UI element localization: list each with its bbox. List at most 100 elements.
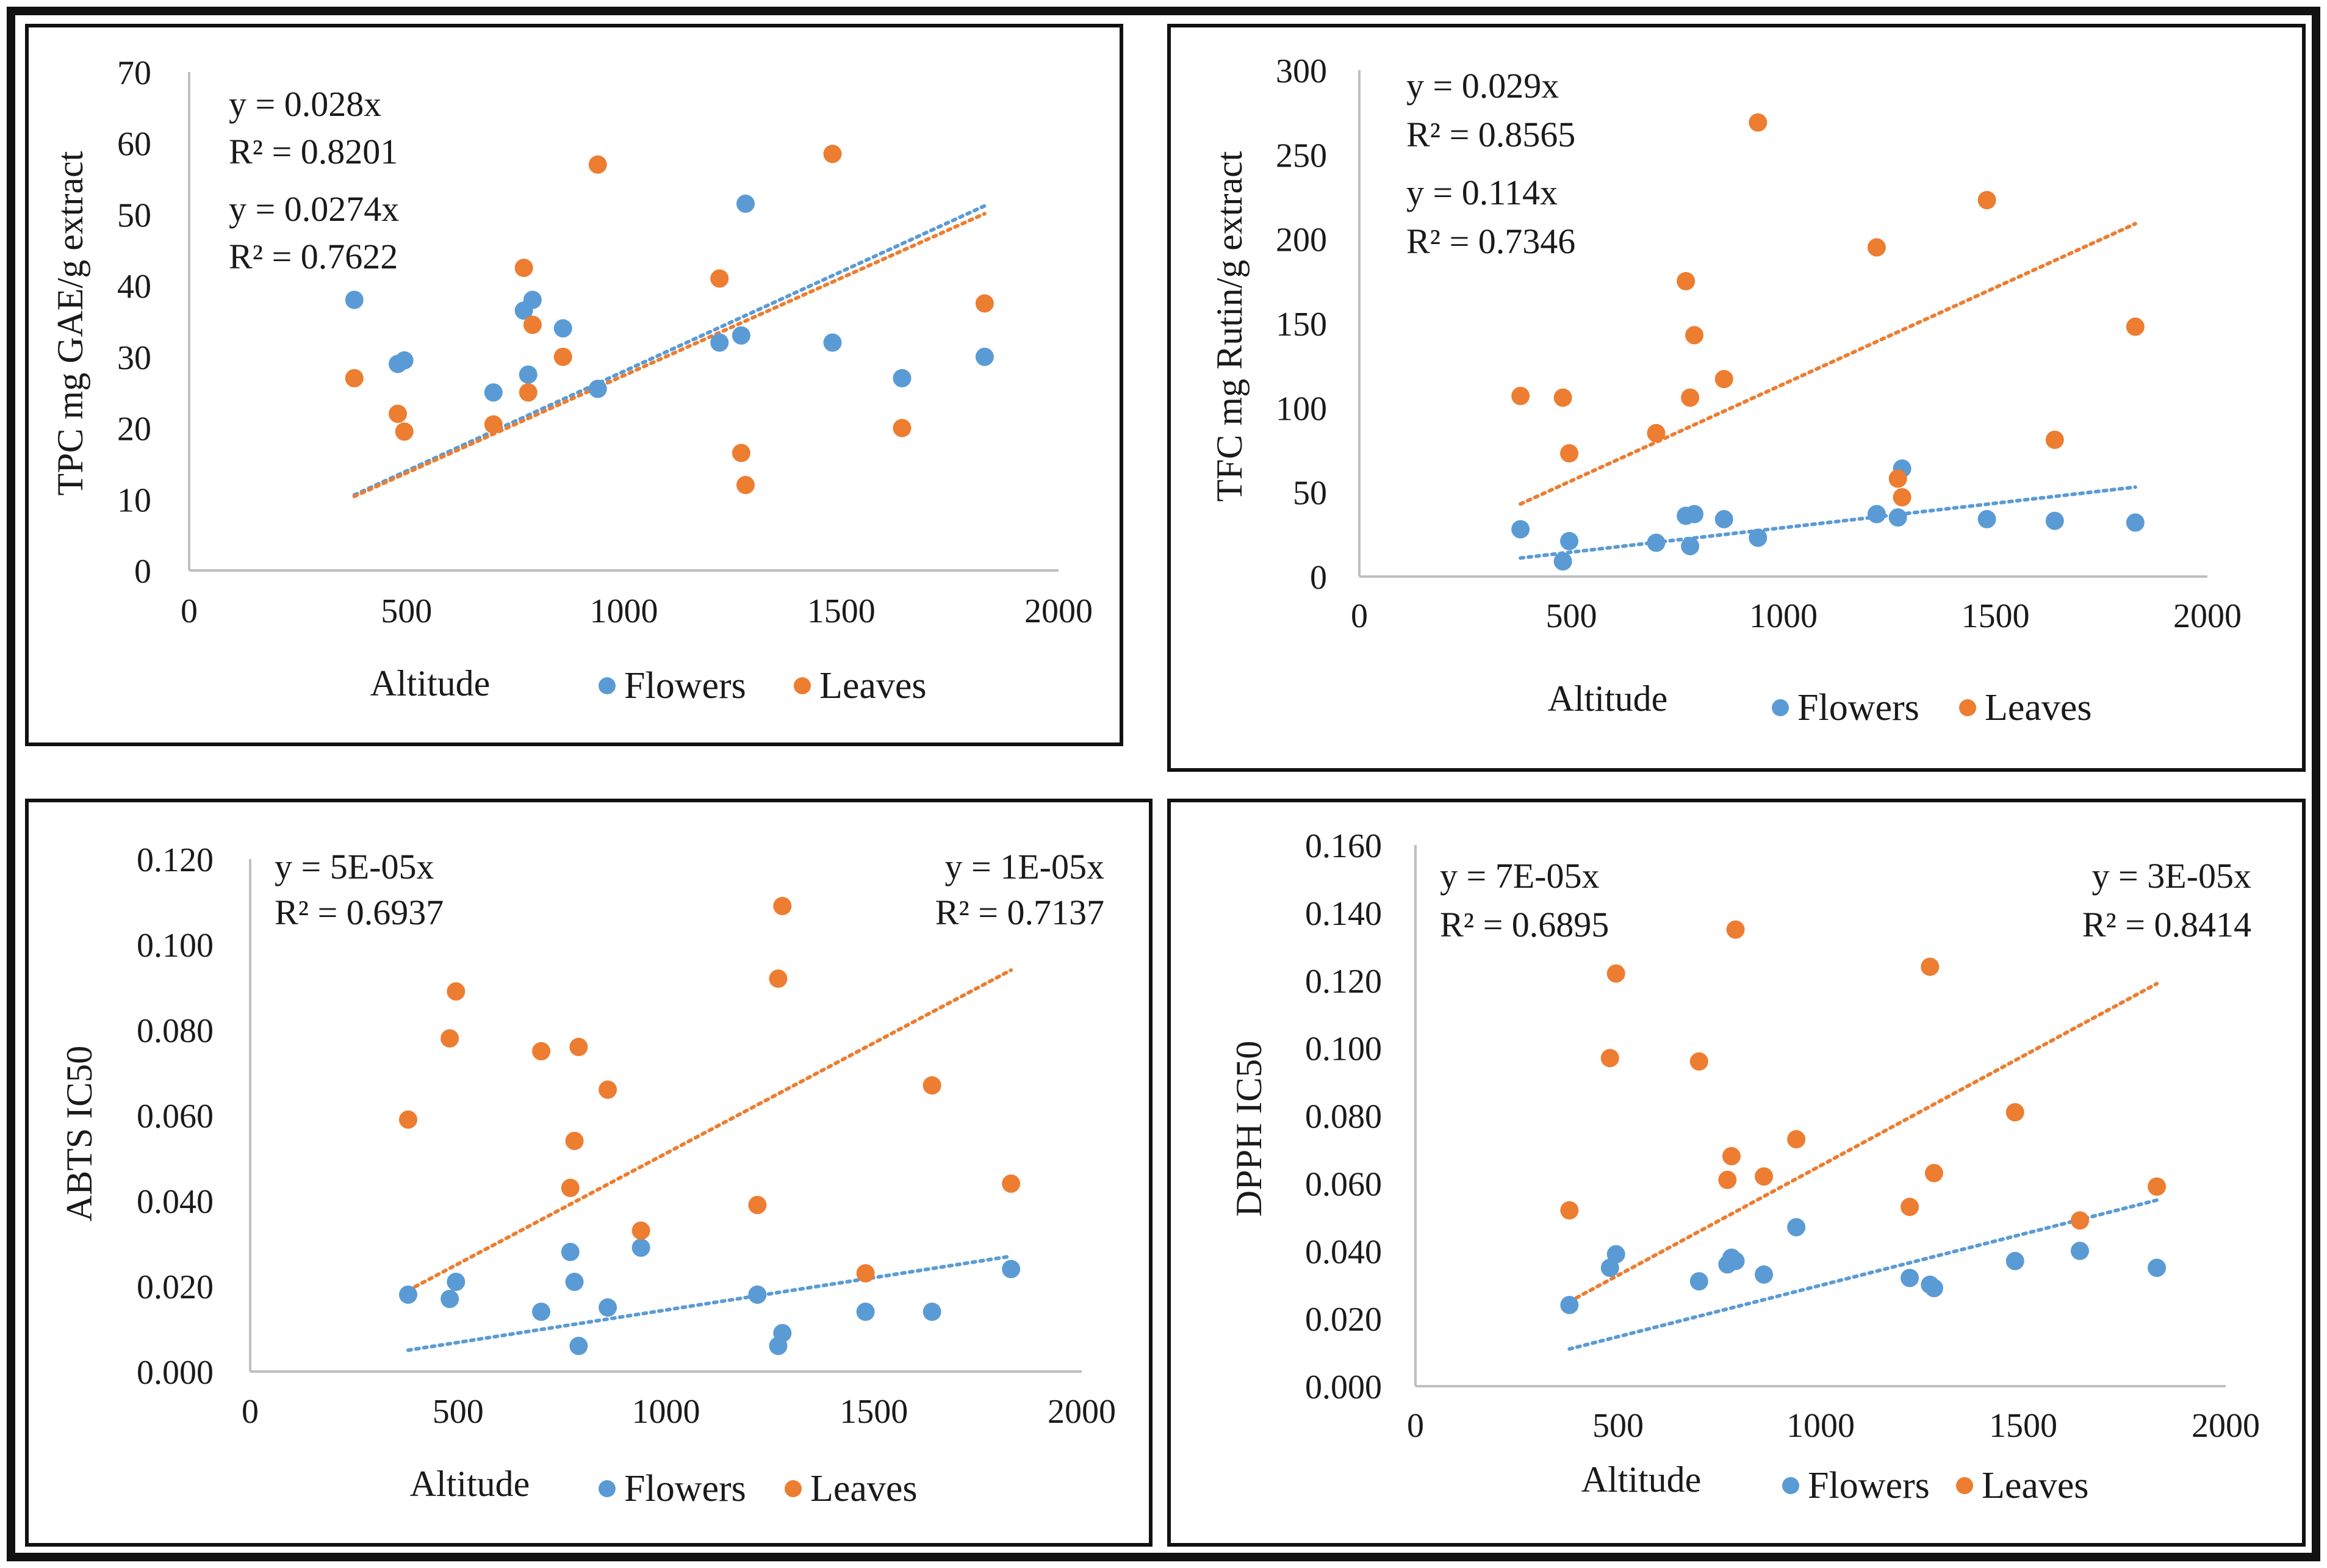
trendline-flowers — [1519, 485, 2137, 560]
legend-label-flowers: Flowers — [624, 1468, 746, 1509]
regression-annotation: R² = 0.8414 — [2082, 905, 2251, 944]
chart-dpph: 0.000 0.020 0.040 0.060 0.080 0.100 0.120 0.140… — [1167, 799, 2306, 1547]
point-leaves — [447, 982, 466, 1001]
point-flowers — [710, 333, 729, 352]
legend-marker-flowers — [1782, 1477, 1799, 1494]
y-tick-label: 0.120 — [1305, 963, 1382, 1001]
panel-border — [25, 799, 1153, 1547]
point-flowers — [398, 1286, 417, 1304]
regression-annotation: R² = 0.8201 — [229, 132, 398, 171]
regression-annotation: y = 0.028x — [229, 84, 381, 124]
point-leaves — [1901, 1198, 1919, 1217]
point-leaves — [1787, 1130, 1806, 1149]
point-flowers — [532, 1303, 551, 1321]
point-flowers — [975, 347, 994, 366]
point-leaves — [588, 155, 607, 174]
legend-marker-leaves — [1956, 1477, 1973, 1494]
y-tick-label: 20 — [117, 411, 151, 448]
point-flowers — [519, 365, 538, 384]
point-leaves — [769, 969, 788, 988]
point-leaves — [1977, 191, 1996, 210]
regression-annotation: y = 7E-05x — [1440, 856, 1599, 896]
x-tick-label: 0 — [181, 592, 198, 630]
x-tick-label: 500 — [381, 592, 432, 630]
y-tick-label: 0.040 — [1305, 1233, 1382, 1271]
point-flowers — [1689, 1272, 1708, 1291]
point-flowers — [856, 1303, 875, 1321]
point-leaves — [893, 419, 912, 437]
point-leaves — [1647, 423, 1666, 442]
panel-border — [1167, 24, 2306, 772]
point-flowers — [2005, 1251, 2024, 1270]
y-tick-label: 0.020 — [137, 1268, 214, 1306]
point-leaves — [1511, 386, 1530, 405]
y-tick-label: 0.000 — [137, 1354, 214, 1392]
point-leaves — [773, 897, 792, 915]
point-leaves — [2005, 1102, 2024, 1121]
regression-annotation: y = 5E-05x — [275, 847, 434, 886]
point-leaves — [2126, 317, 2145, 336]
point-flowers — [1787, 1218, 1806, 1237]
trendline-leaves — [1567, 982, 2159, 1304]
point-leaves — [1600, 1049, 1619, 1068]
point-leaves — [631, 1221, 650, 1240]
point-flowers — [893, 369, 912, 387]
trendline-leaves — [1519, 221, 2137, 506]
y-tick-label: 0.040 — [137, 1183, 214, 1221]
point-flowers — [1755, 1265, 1774, 1284]
point-flowers — [2126, 513, 2145, 532]
point-leaves — [748, 1196, 767, 1214]
point-leaves — [1560, 444, 1579, 463]
regression-annotation: y = 3E-05x — [2092, 856, 2251, 896]
x-tick-label: 2000 — [2173, 597, 2242, 635]
point-flowers — [1681, 537, 1700, 556]
point-flowers — [588, 379, 607, 398]
point-flowers — [1977, 509, 1996, 528]
y-tick-label: 0.020 — [1305, 1301, 1382, 1339]
point-leaves — [823, 145, 842, 164]
trendline-flowers — [1567, 1198, 2159, 1351]
point-flowers — [2070, 1242, 2089, 1261]
point-leaves — [1677, 272, 1696, 290]
point-leaves — [1722, 1147, 1741, 1166]
legend-label-leaves: Leaves — [810, 1468, 918, 1509]
y-tick-label: 0 — [1310, 559, 1327, 597]
trendline-flowers — [406, 1254, 1013, 1352]
point-leaves — [484, 415, 503, 434]
y-tick-label: 0.080 — [1305, 1098, 1382, 1136]
point-flowers — [553, 319, 572, 338]
point-leaves — [561, 1179, 580, 1197]
point-leaves — [1560, 1201, 1579, 1220]
point-flowers — [1560, 531, 1579, 550]
point-leaves — [1714, 370, 1733, 389]
regression-annotation: R² = 0.6895 — [1440, 905, 1609, 944]
x-axis-title: Altitude — [370, 663, 491, 703]
point-leaves — [1681, 388, 1700, 407]
regression-annotation: R² = 0.7346 — [1406, 221, 1575, 261]
x-tick-label: 1500 — [1962, 597, 2030, 635]
y-tick-label: 100 — [1276, 390, 1327, 428]
regression-annotation: y = 1E-05x — [945, 847, 1104, 886]
point-flowers — [447, 1273, 466, 1291]
y-tick-label: 250 — [1276, 137, 1327, 174]
legend-label-flowers: Flowers — [1797, 687, 1919, 728]
point-leaves — [923, 1076, 941, 1095]
point-leaves — [732, 444, 750, 462]
point-leaves — [1921, 957, 1940, 976]
y-tick-label: 0.100 — [1305, 1030, 1382, 1068]
legend-label-flowers: Flowers — [624, 665, 746, 707]
legend-label-leaves: Leaves — [1982, 1465, 2089, 1506]
point-leaves — [523, 315, 542, 334]
point-flowers — [523, 290, 542, 309]
legend-marker-flowers — [599, 1480, 616, 1497]
point-flowers — [773, 1324, 792, 1342]
y-axis-title: DPPH IC50 — [1229, 1041, 1269, 1217]
x-tick-label: 2000 — [2192, 1407, 2260, 1445]
chart-abts: 0.000 0.020 0.040 0.060 0.080 0.100 0.120 0 500 1… — [25, 799, 1153, 1547]
chart-tfc: 0 50 100 150 200 250 300 0 500 1000 1500 2000 TFC mg… — [1167, 24, 2306, 772]
x-axis-title: Altitude — [1581, 1459, 1702, 1500]
y-tick-label: 0.080 — [137, 1012, 214, 1050]
point-flowers — [1553, 552, 1572, 571]
point-flowers — [823, 333, 842, 352]
trendline-leaves — [352, 212, 987, 498]
